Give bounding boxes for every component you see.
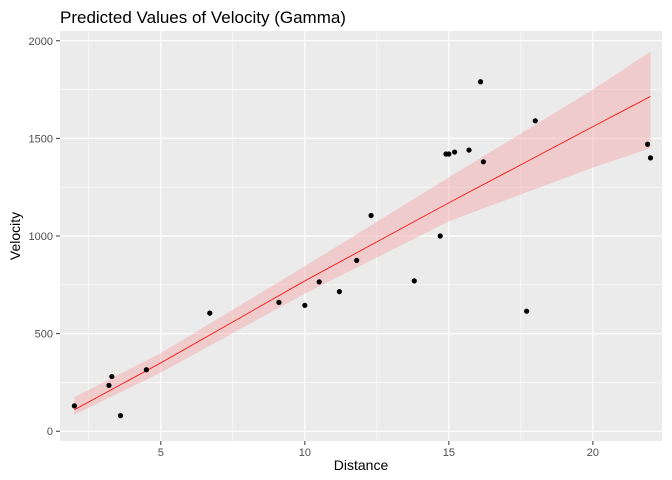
data-point	[532, 118, 538, 124]
data-point	[437, 233, 443, 239]
data-point	[524, 308, 530, 314]
data-point	[480, 159, 487, 165]
x-axis: 5 10 15 20	[158, 441, 599, 459]
x-tick-label: 15	[443, 447, 455, 459]
data-point	[117, 413, 124, 419]
data-point	[477, 79, 484, 85]
confidence-ribbon	[74, 51, 651, 415]
y-tick-label: 500	[35, 329, 53, 341]
data-point	[647, 155, 654, 161]
y-tick-label: 1500	[29, 133, 53, 145]
data-point	[368, 212, 374, 219]
data-point	[276, 299, 282, 305]
data-points	[71, 79, 654, 419]
data-point	[354, 257, 360, 264]
data-point	[109, 373, 115, 380]
data-point	[411, 278, 417, 284]
y-tick-label: 2000	[29, 36, 53, 48]
y-tick-label: 1000	[29, 231, 53, 243]
x-axis-title: Distance	[334, 457, 389, 473]
data-point	[316, 279, 322, 285]
data-point	[446, 151, 452, 157]
grid-major	[60, 31, 662, 441]
data-point	[644, 141, 651, 147]
data-point	[143, 367, 150, 373]
data-point	[71, 403, 78, 409]
data-point	[302, 302, 308, 308]
x-tick-label: 10	[299, 447, 311, 459]
x-tick-label: 5	[158, 447, 164, 459]
x-tick-label: 20	[587, 447, 599, 459]
data-point	[452, 149, 458, 155]
y-tick-label: 0	[47, 426, 53, 438]
data-point	[106, 382, 112, 388]
data-point	[207, 310, 213, 316]
data-point	[466, 147, 472, 153]
data-point	[336, 289, 342, 295]
y-axis-title: Velocity	[7, 212, 23, 260]
y-axis: 0 500 1000 1500 2000	[29, 36, 60, 438]
chart-title: Predicted Values of Velocity (Gamma)	[60, 8, 346, 27]
